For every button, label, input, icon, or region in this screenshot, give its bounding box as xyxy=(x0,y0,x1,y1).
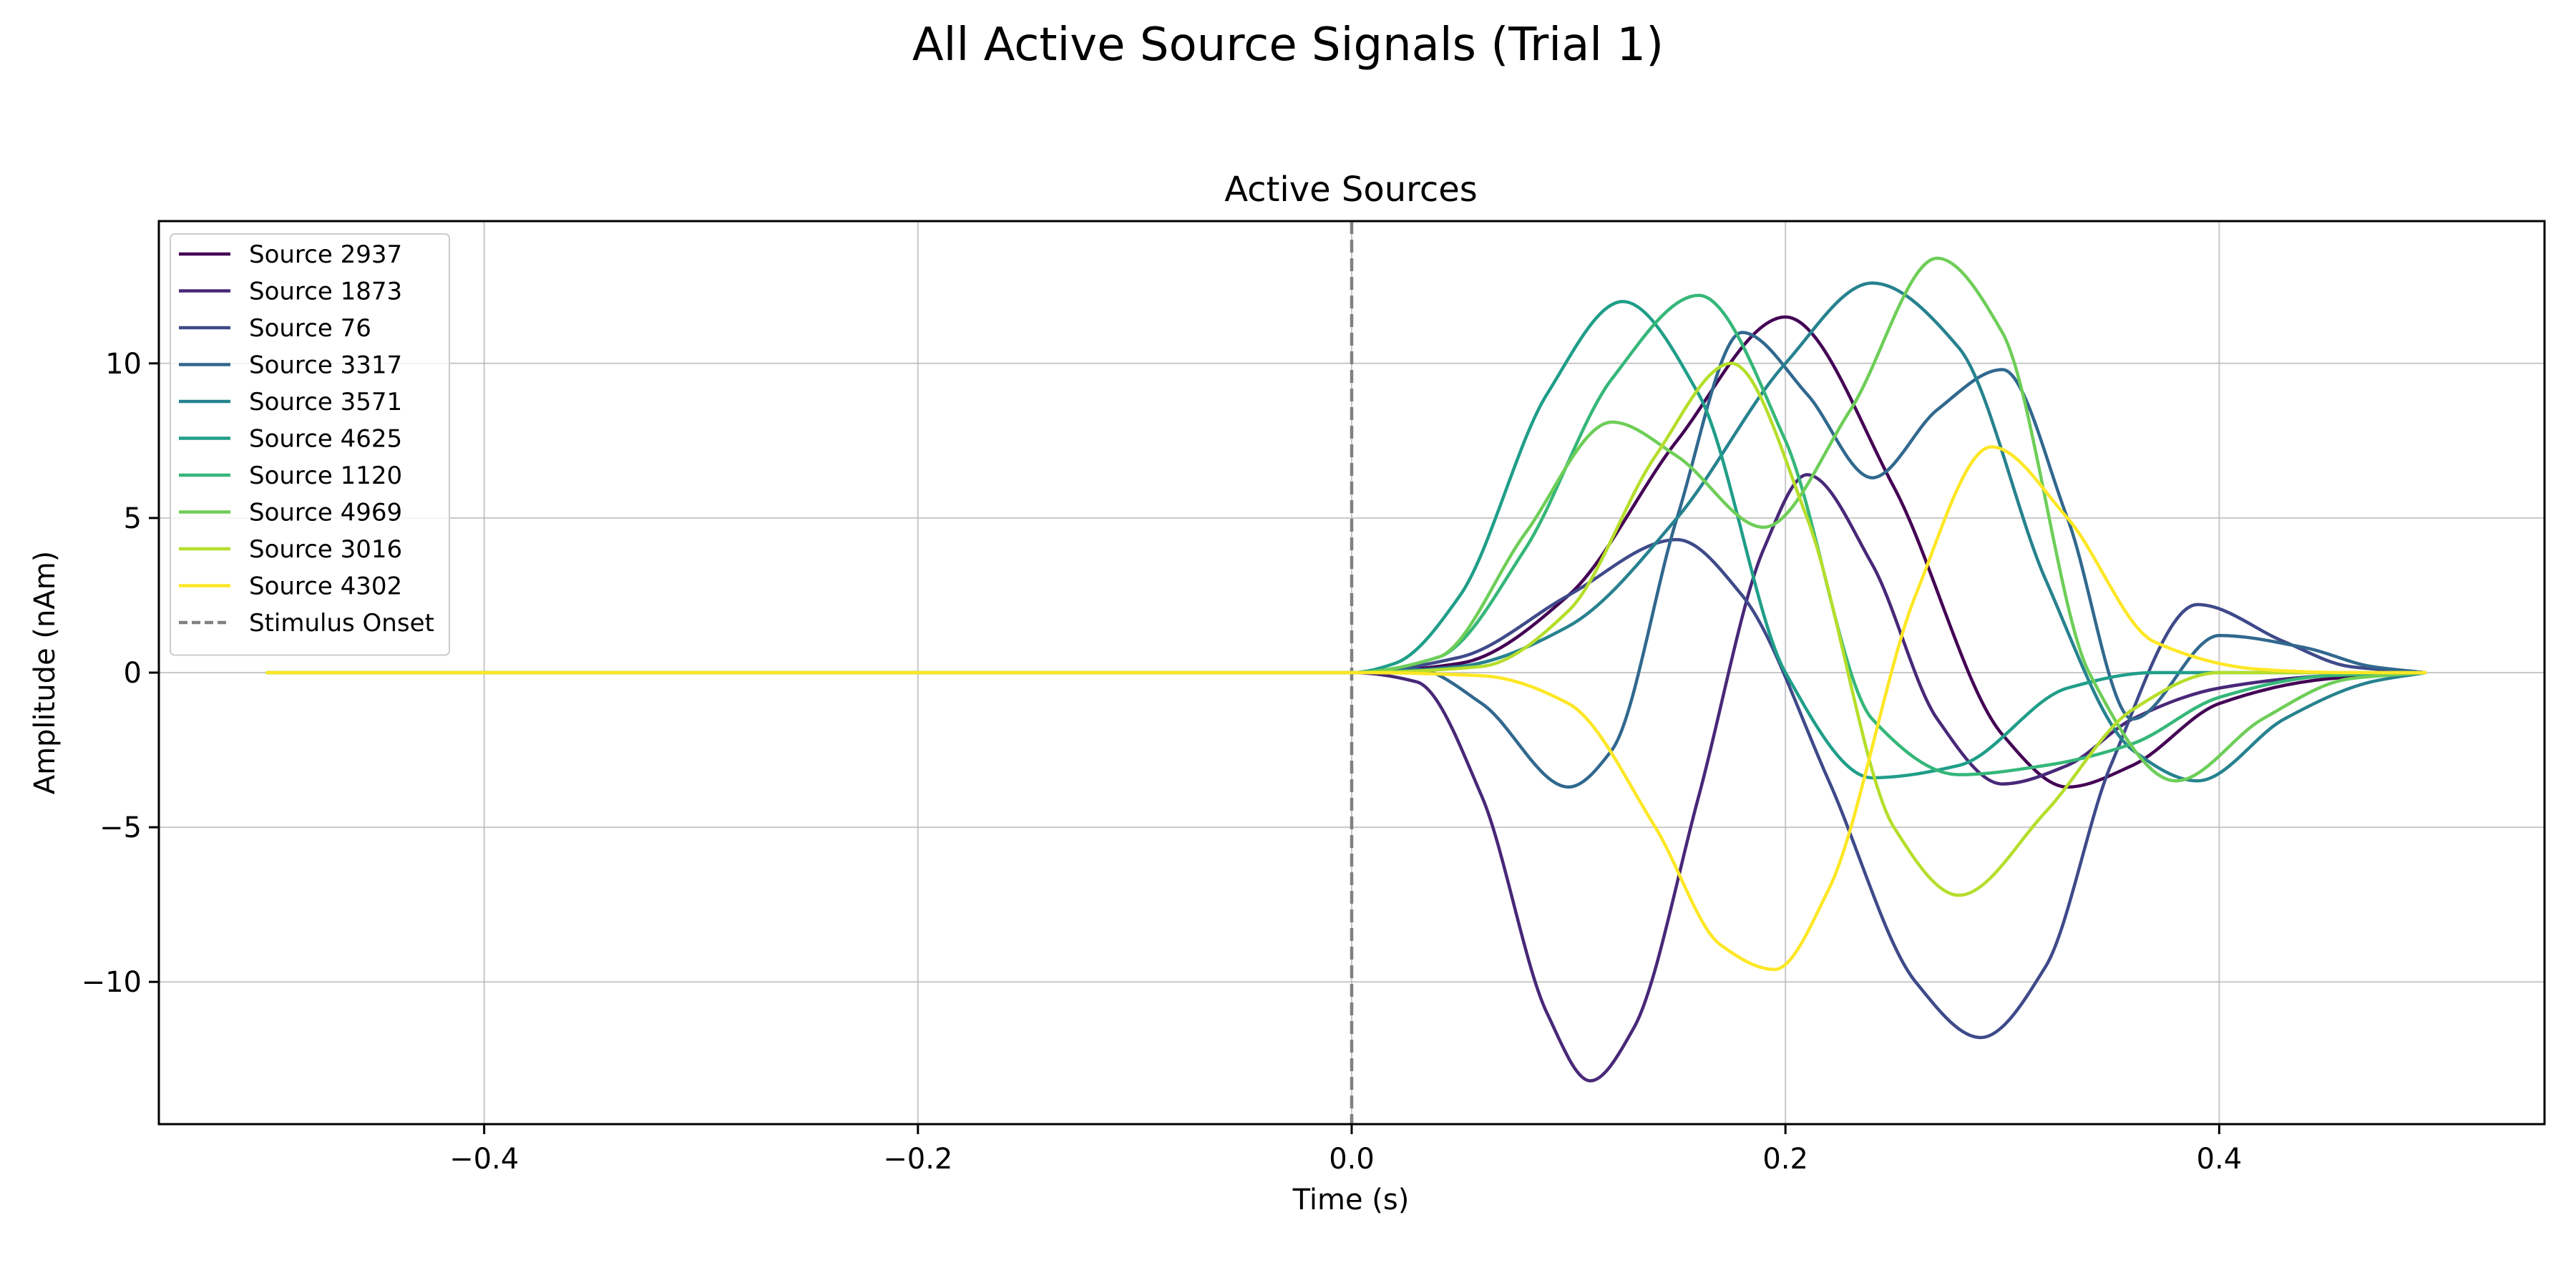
axes-title: Active Sources xyxy=(1224,170,1478,210)
legend-label: Source 4625 xyxy=(249,425,402,454)
y-axis: −10 −5 0 5 10 xyxy=(82,348,159,999)
y-tick-label: 10 xyxy=(105,348,142,381)
legend-label: Source 2937 xyxy=(249,240,402,269)
legend-label: Source 4969 xyxy=(249,499,402,527)
x-axis-label: Time (s) xyxy=(1292,1184,1410,1216)
legend-label: Source 3571 xyxy=(249,388,402,416)
y-tick-label: −5 xyxy=(99,811,142,844)
y-axis-label: Amplitude (nAm) xyxy=(29,551,62,795)
legend-label: Source 1120 xyxy=(249,462,402,490)
y-tick-label: 5 xyxy=(124,502,142,535)
series-line-source-1873 xyxy=(265,473,2427,1083)
x-tick-label: −0.2 xyxy=(883,1143,952,1176)
x-tick-label: 0.2 xyxy=(1762,1143,1808,1176)
x-tick-label: 0.0 xyxy=(1329,1143,1375,1176)
legend: Source 2937 Source 1873 Source 76 Source 33… xyxy=(170,233,450,656)
x-axis: −0.4 −0.2 0.0 0.2 0.4 xyxy=(449,1124,2242,1176)
series-line-source-4302 xyxy=(265,445,2427,972)
x-tick-label: −0.4 xyxy=(449,1143,519,1176)
figure-suptitle: All Active Source Signals (Trial 1) xyxy=(912,19,1664,72)
series-group xyxy=(265,256,2427,1083)
legend-label: Source 3016 xyxy=(249,535,402,564)
legend-label: Source 1873 xyxy=(249,278,402,306)
x-tick-label: 0.4 xyxy=(2197,1143,2243,1176)
legend-label: Source 3317 xyxy=(249,351,402,380)
y-tick-label: 0 xyxy=(124,657,142,690)
legend-label: Source 76 xyxy=(249,314,371,343)
y-tick-label: −10 xyxy=(82,966,142,999)
legend-label: Source 4302 xyxy=(249,572,402,601)
legend-label: Stimulus Onset xyxy=(249,609,434,638)
legend-box xyxy=(170,233,450,656)
